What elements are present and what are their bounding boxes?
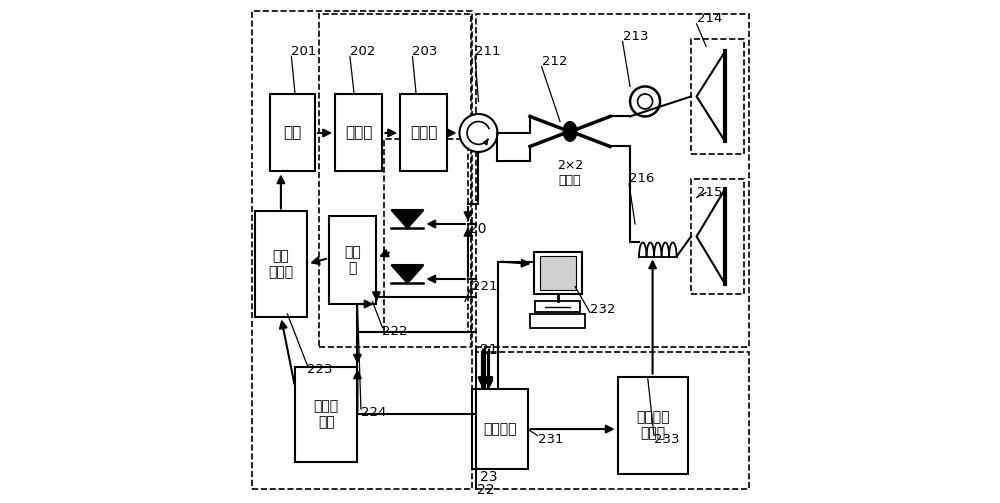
Text: 203: 203 <box>412 45 438 58</box>
Text: 215: 215 <box>697 186 722 199</box>
Text: 21: 21 <box>480 343 498 357</box>
Text: 光源
调制器: 光源 调制器 <box>269 249 294 279</box>
Text: 231: 231 <box>538 433 563 446</box>
Polygon shape <box>697 51 725 141</box>
Text: 采集模块: 采集模块 <box>483 422 517 436</box>
FancyBboxPatch shape <box>540 256 576 290</box>
Text: 压电陶瓷
驱动器: 压电陶瓷 驱动器 <box>636 410 669 441</box>
Polygon shape <box>391 265 423 283</box>
Text: 20: 20 <box>469 222 486 236</box>
FancyBboxPatch shape <box>335 94 382 172</box>
Circle shape <box>638 94 653 109</box>
Text: 216: 216 <box>629 173 654 186</box>
Text: 放大
器: 放大 器 <box>344 245 361 275</box>
Ellipse shape <box>563 121 578 142</box>
Text: 衰减器: 衰减器 <box>410 125 437 140</box>
FancyBboxPatch shape <box>472 389 528 469</box>
FancyBboxPatch shape <box>400 94 447 172</box>
Polygon shape <box>697 189 725 284</box>
FancyBboxPatch shape <box>535 300 580 311</box>
FancyBboxPatch shape <box>618 377 688 474</box>
FancyBboxPatch shape <box>530 313 585 327</box>
Polygon shape <box>391 210 423 228</box>
FancyBboxPatch shape <box>255 211 307 316</box>
Text: 光源: 光源 <box>283 125 302 140</box>
FancyBboxPatch shape <box>329 216 376 304</box>
Text: 隔离器: 隔离器 <box>345 125 372 140</box>
Text: 213: 213 <box>623 30 648 43</box>
FancyBboxPatch shape <box>534 252 582 294</box>
Text: 202: 202 <box>350 45 375 58</box>
Text: 2×2
耦合器: 2×2 耦合器 <box>557 159 583 187</box>
Text: 23: 23 <box>480 470 497 484</box>
Text: 233: 233 <box>654 433 680 446</box>
Text: 212: 212 <box>542 55 567 68</box>
Text: 222: 222 <box>382 325 408 338</box>
Text: 增益控
制器: 增益控 制器 <box>314 399 339 429</box>
Text: 201: 201 <box>291 45 317 58</box>
Text: 224: 224 <box>361 406 386 419</box>
Text: 214: 214 <box>697 13 722 25</box>
Circle shape <box>630 87 660 116</box>
Text: 223: 223 <box>307 363 333 376</box>
FancyBboxPatch shape <box>270 94 315 172</box>
Text: 232: 232 <box>590 302 616 315</box>
Text: 221: 221 <box>472 280 498 293</box>
Text: 211: 211 <box>475 45 500 58</box>
Circle shape <box>459 114 497 152</box>
Text: 22: 22 <box>477 482 495 496</box>
FancyBboxPatch shape <box>295 367 357 462</box>
